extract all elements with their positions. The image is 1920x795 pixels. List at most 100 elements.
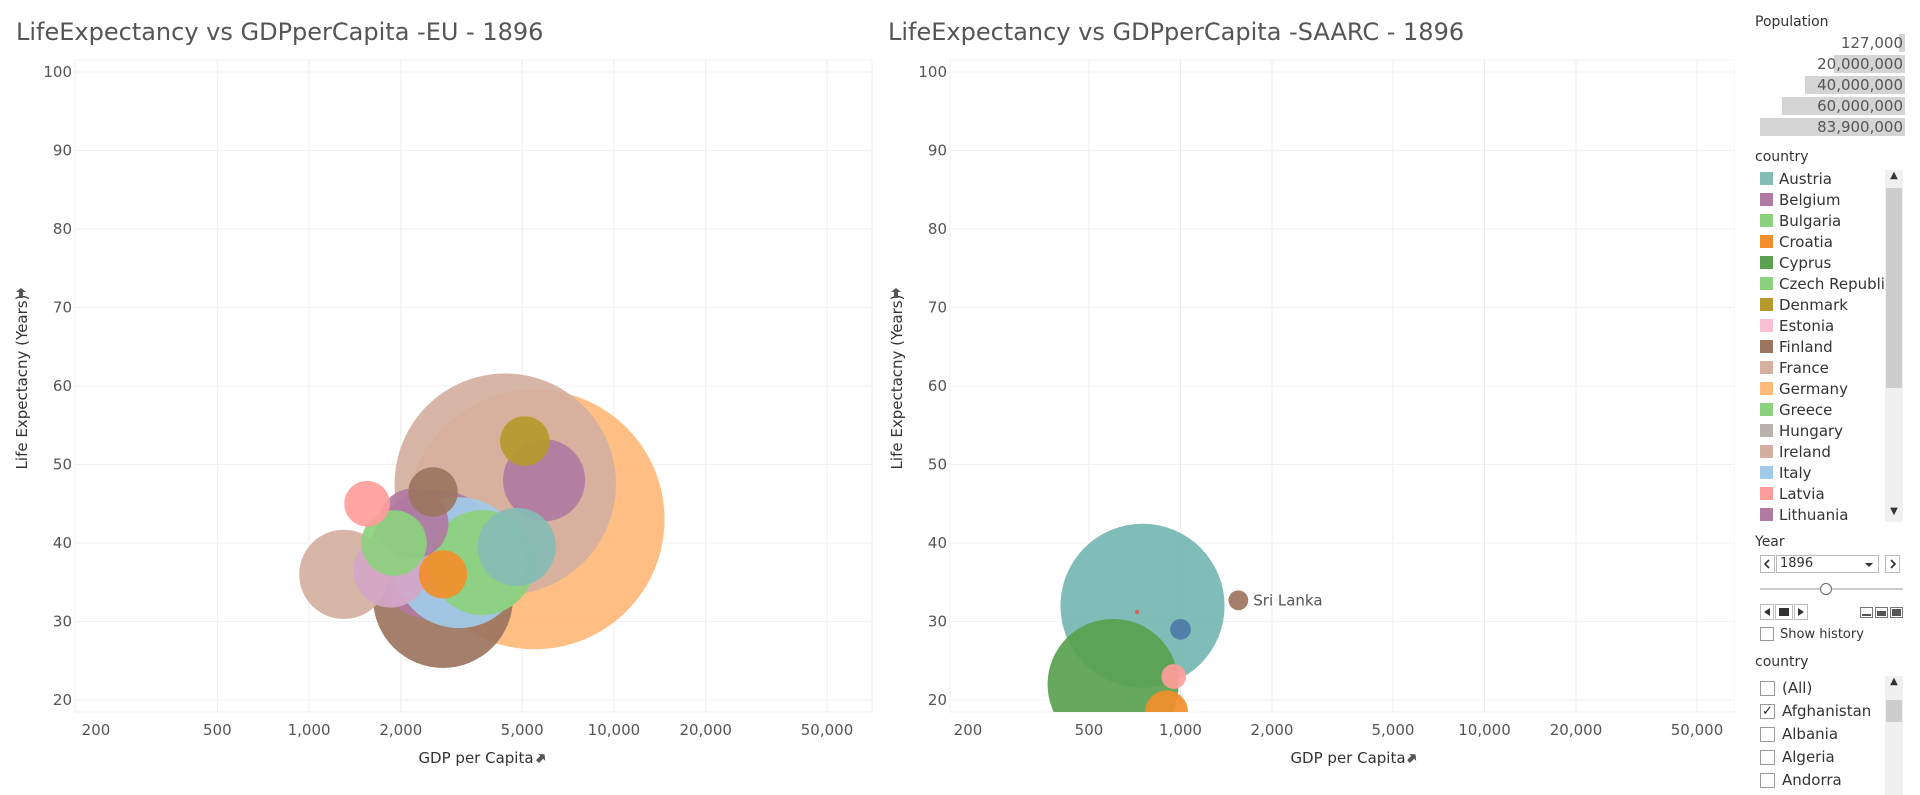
x-tick-label: 5,000 xyxy=(1372,721,1415,739)
year-slider-thumb[interactable] xyxy=(1819,583,1832,595)
x-tick-label: 10,000 xyxy=(1458,721,1511,739)
country-filter-item[interactable]: (All) xyxy=(1760,677,1812,699)
year-select[interactable]: 1896 xyxy=(1776,555,1879,573)
legend-item[interactable]: Hungary xyxy=(1760,420,1843,441)
bubble-mark[interactable] xyxy=(500,416,550,466)
color-legend-scrollbar[interactable]: ▲ ▼ xyxy=(1885,170,1903,522)
legend-swatch xyxy=(1760,340,1773,353)
year-filter-title: Year xyxy=(1755,534,1785,550)
bubble-mark[interactable] xyxy=(1228,590,1249,611)
country-filter-item[interactable]: Andorra xyxy=(1760,769,1842,791)
y-axis-title: Life Expectacny (Years) xyxy=(888,295,906,470)
legend-item[interactable]: Ireland xyxy=(1760,441,1831,462)
chevron-up-icon[interactable]: ▲ xyxy=(1890,676,1898,687)
chevron-up-icon[interactable]: ▲ xyxy=(1890,170,1898,181)
bubble-mark[interactable] xyxy=(1047,618,1179,750)
legend-item[interactable]: Belgium xyxy=(1760,189,1841,210)
country-filter-item[interactable]: Albania xyxy=(1760,723,1838,745)
legend-label: Belgium xyxy=(1779,190,1841,209)
legend-swatch xyxy=(1760,214,1773,227)
speed-medium-icon[interactable] xyxy=(1875,607,1888,618)
size-legend-label: 83,900,000 xyxy=(1817,118,1903,136)
speed-fast-icon[interactable] xyxy=(1890,607,1903,618)
legend-item[interactable]: Croatia xyxy=(1760,231,1833,252)
bubble-mark[interactable] xyxy=(477,507,556,587)
bubble-mark[interactable] xyxy=(1170,618,1191,640)
legend-item[interactable]: France xyxy=(1760,357,1829,378)
chart-title-eu: LifeExpectancy vs GDPperCapita -EU - 189… xyxy=(16,18,544,46)
legend-item[interactable]: Italy xyxy=(1760,462,1812,483)
bubble-chart-saarc: Sri Lanka 200 500 1,000 2,000 5,000 10,000 20,… xyxy=(888,59,1735,767)
legend-item[interactable]: Estonia xyxy=(1760,315,1834,336)
play-pause-button[interactable] xyxy=(1775,604,1793,620)
country-filter-item[interactable]: ✓ Afghanistan xyxy=(1760,700,1871,722)
x-tick-label: 10,000 xyxy=(588,721,641,739)
bubble-mark[interactable] xyxy=(361,510,427,576)
x-axis-title: GDP per Capita xyxy=(1290,749,1405,767)
legend-item[interactable]: Greece xyxy=(1760,399,1832,420)
legend-item[interactable]: Latvia xyxy=(1760,483,1825,504)
y-tick-label: 40 xyxy=(53,534,72,552)
legend-label: Bulgaria xyxy=(1779,211,1842,230)
country-filter-item[interactable]: Algeria xyxy=(1760,746,1835,768)
x-tick-label: 1,000 xyxy=(1159,721,1202,739)
country-filter-scrollbar[interactable]: ▲ xyxy=(1885,676,1903,795)
country-filter-label: Albania xyxy=(1782,725,1839,743)
play-back-button[interactable] xyxy=(1760,604,1774,620)
x-tick-label: 200 xyxy=(954,721,983,739)
legend-swatch xyxy=(1760,487,1773,500)
chevron-down-icon[interactable]: ▼ xyxy=(1890,506,1898,517)
legend-item[interactable]: Lithuania xyxy=(1760,504,1848,525)
checkbox[interactable] xyxy=(1760,680,1775,696)
pin-icon[interactable] xyxy=(16,288,26,298)
year-slider[interactable] xyxy=(1760,582,1903,596)
size-legend-label: 127,000 xyxy=(1840,34,1903,52)
show-history-checkbox[interactable] xyxy=(1760,627,1774,641)
checkbox[interactable] xyxy=(1760,749,1775,765)
legend-item[interactable]: Bulgaria xyxy=(1760,210,1841,231)
size-legend-title: Population xyxy=(1755,14,1829,30)
legend-swatch xyxy=(1760,256,1773,269)
legend-swatch xyxy=(1760,382,1773,395)
year-prev-button[interactable] xyxy=(1760,555,1775,573)
pin-icon[interactable] xyxy=(1405,751,1419,765)
pin-icon[interactable] xyxy=(534,751,548,765)
legend-label: Estonia xyxy=(1779,316,1835,335)
legend-swatch xyxy=(1760,319,1773,332)
play-forward-button[interactable] xyxy=(1794,604,1808,620)
year-next-button[interactable] xyxy=(1885,555,1900,573)
scrollbar-thumb[interactable] xyxy=(1886,188,1902,388)
speed-slow-icon[interactable] xyxy=(1860,607,1873,618)
x-tick-label: 200 xyxy=(82,721,111,739)
bubble-mark[interactable] xyxy=(1134,609,1140,615)
bubble-mark[interactable] xyxy=(1161,664,1187,689)
size-legend-label: 20,000,000 xyxy=(1817,55,1903,73)
y-tick-label: 90 xyxy=(928,142,947,160)
checkbox[interactable] xyxy=(1760,726,1775,742)
bubble-mark[interactable] xyxy=(344,480,390,527)
y-tick-label: 50 xyxy=(53,456,72,474)
show-history-toggle[interactable]: Show history xyxy=(1760,625,1864,643)
legend-item[interactable]: Austria xyxy=(1760,168,1832,189)
bubble-mark[interactable] xyxy=(1145,690,1189,733)
legend-label: Denmark xyxy=(1779,295,1848,314)
y-tick-label: 90 xyxy=(53,142,72,160)
bubble-mark[interactable] xyxy=(408,467,458,517)
legend-item[interactable]: Czech Republic xyxy=(1760,273,1893,294)
legend-label: Germany xyxy=(1779,379,1848,398)
checkbox-checked[interactable]: ✓ xyxy=(1760,703,1775,719)
legend-item[interactable]: Germany xyxy=(1760,378,1848,399)
legend-item[interactable]: Denmark xyxy=(1760,294,1848,315)
legend-label: Ireland xyxy=(1779,442,1831,461)
pin-icon[interactable] xyxy=(891,288,901,298)
y-tick-label: 70 xyxy=(928,299,947,317)
legend-label: Lithuania xyxy=(1779,505,1849,524)
chevron-left-icon xyxy=(1763,559,1770,569)
checkbox[interactable] xyxy=(1760,772,1775,788)
x-tick-label: 5,000 xyxy=(501,721,544,739)
bubble-mark[interactable] xyxy=(418,550,468,599)
scrollbar-thumb[interactable] xyxy=(1886,700,1902,722)
y-tick-label: 60 xyxy=(928,377,947,395)
legend-item[interactable]: Cyprus xyxy=(1760,252,1831,273)
legend-item[interactable]: Finland xyxy=(1760,336,1833,357)
